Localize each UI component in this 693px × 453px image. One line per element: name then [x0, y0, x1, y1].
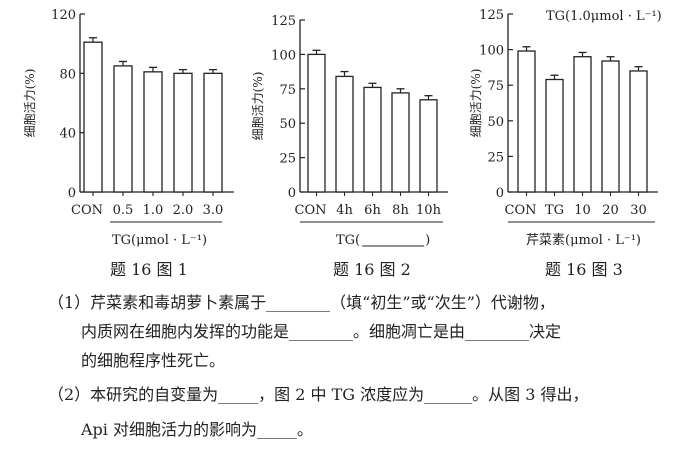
- bar: [545, 78, 564, 193]
- figure-caption: 题 16 图 2: [333, 260, 411, 279]
- y-tick-label: 50: [279, 117, 296, 132]
- bar: [203, 72, 223, 193]
- bar: [335, 75, 354, 193]
- bar: [143, 71, 163, 193]
- figure-caption: 题 16 图 1: [110, 260, 188, 279]
- y-axis-title: 细胞活力(%): [469, 69, 483, 138]
- q1-line1: （1）芹菜素和毒胡萝卜素属于________（填“初生”或“次生”）代谢物，: [48, 293, 555, 312]
- y-tick-label: 40: [59, 127, 76, 142]
- bar: [113, 65, 133, 193]
- x-tick-label: CON: [71, 203, 103, 218]
- y-axis-title: 细胞活力(%): [251, 72, 265, 141]
- figure-caption: 题 16 图 3: [545, 260, 623, 279]
- x-axis-title: 芹菜素(μmol · L⁻¹): [526, 233, 641, 248]
- y-tick-label: 0: [288, 186, 296, 201]
- chart-annotation: TG(1.0μmol · L⁻¹): [546, 9, 662, 24]
- q2-line2: Api 对细胞活力的影响为_____。: [81, 420, 314, 439]
- x-tick-label: 20: [602, 203, 619, 218]
- x-tick-label: 10h: [416, 203, 442, 218]
- q1-line3: 的细胞程序性死亡。: [81, 351, 226, 370]
- bar: [173, 72, 193, 193]
- y-tick-label: 80: [59, 67, 76, 82]
- y-tick-label: 125: [271, 14, 296, 29]
- y-tick-label: 100: [479, 44, 504, 59]
- figure-panels: 0 40 80 120 细胞活力(%) CON 0.5 1.0 2.0 3.0 TG(μmol · …: [23, 8, 662, 279]
- y-tick-label: 50: [487, 115, 504, 130]
- q2-line1: （2）本研究的自变量为_____，图 2 中 TG 浓度应为______。从图 …: [48, 385, 589, 404]
- x-tick-label: 30: [630, 203, 647, 218]
- x-tick-label: 1.0: [143, 203, 164, 218]
- bar: [307, 53, 326, 193]
- x-tick-label: TG: [545, 203, 564, 218]
- x-tick-label: 0.5: [113, 203, 134, 218]
- x-tick-label: 4h: [336, 203, 353, 218]
- y-tick-label: 125: [479, 8, 504, 23]
- x-tick-label: 10: [574, 203, 591, 218]
- x-axis-title-suffix: ): [425, 233, 430, 248]
- x-tick-label: 6h: [364, 203, 381, 218]
- x-tick-label: 8h: [392, 203, 409, 218]
- y-tick-label: 75: [279, 83, 296, 98]
- y-tick-label: 25: [487, 150, 504, 165]
- y-tick-label: 120: [51, 8, 76, 23]
- y-tick-label: 100: [271, 48, 296, 63]
- x-tick-label: 3.0: [203, 203, 224, 218]
- bar: [391, 92, 410, 193]
- bar: [629, 70, 648, 193]
- q1-line2: 内质网在细胞内发挥的功能是________。细胞凋亡是由________决定: [81, 322, 562, 341]
- bar: [419, 99, 438, 193]
- bar: [83, 41, 103, 193]
- x-axis-title: TG(μmol · L⁻¹): [112, 233, 207, 248]
- y-tick-label: 0: [496, 186, 504, 201]
- x-tick-label: CON: [505, 203, 537, 218]
- x-tick-label: CON: [295, 203, 327, 218]
- bar: [363, 86, 382, 193]
- y-axis-title: 细胞活力(%): [23, 69, 37, 138]
- bar: [573, 56, 592, 193]
- bar: [601, 60, 620, 193]
- x-axis-title: TG(: [336, 233, 360, 248]
- bar: [517, 50, 536, 193]
- y-tick-label: 25: [279, 152, 296, 167]
- x-tick-label: 2.0: [173, 203, 194, 218]
- y-tick-label: 75: [487, 79, 504, 94]
- y-tick-label: 0: [68, 186, 76, 201]
